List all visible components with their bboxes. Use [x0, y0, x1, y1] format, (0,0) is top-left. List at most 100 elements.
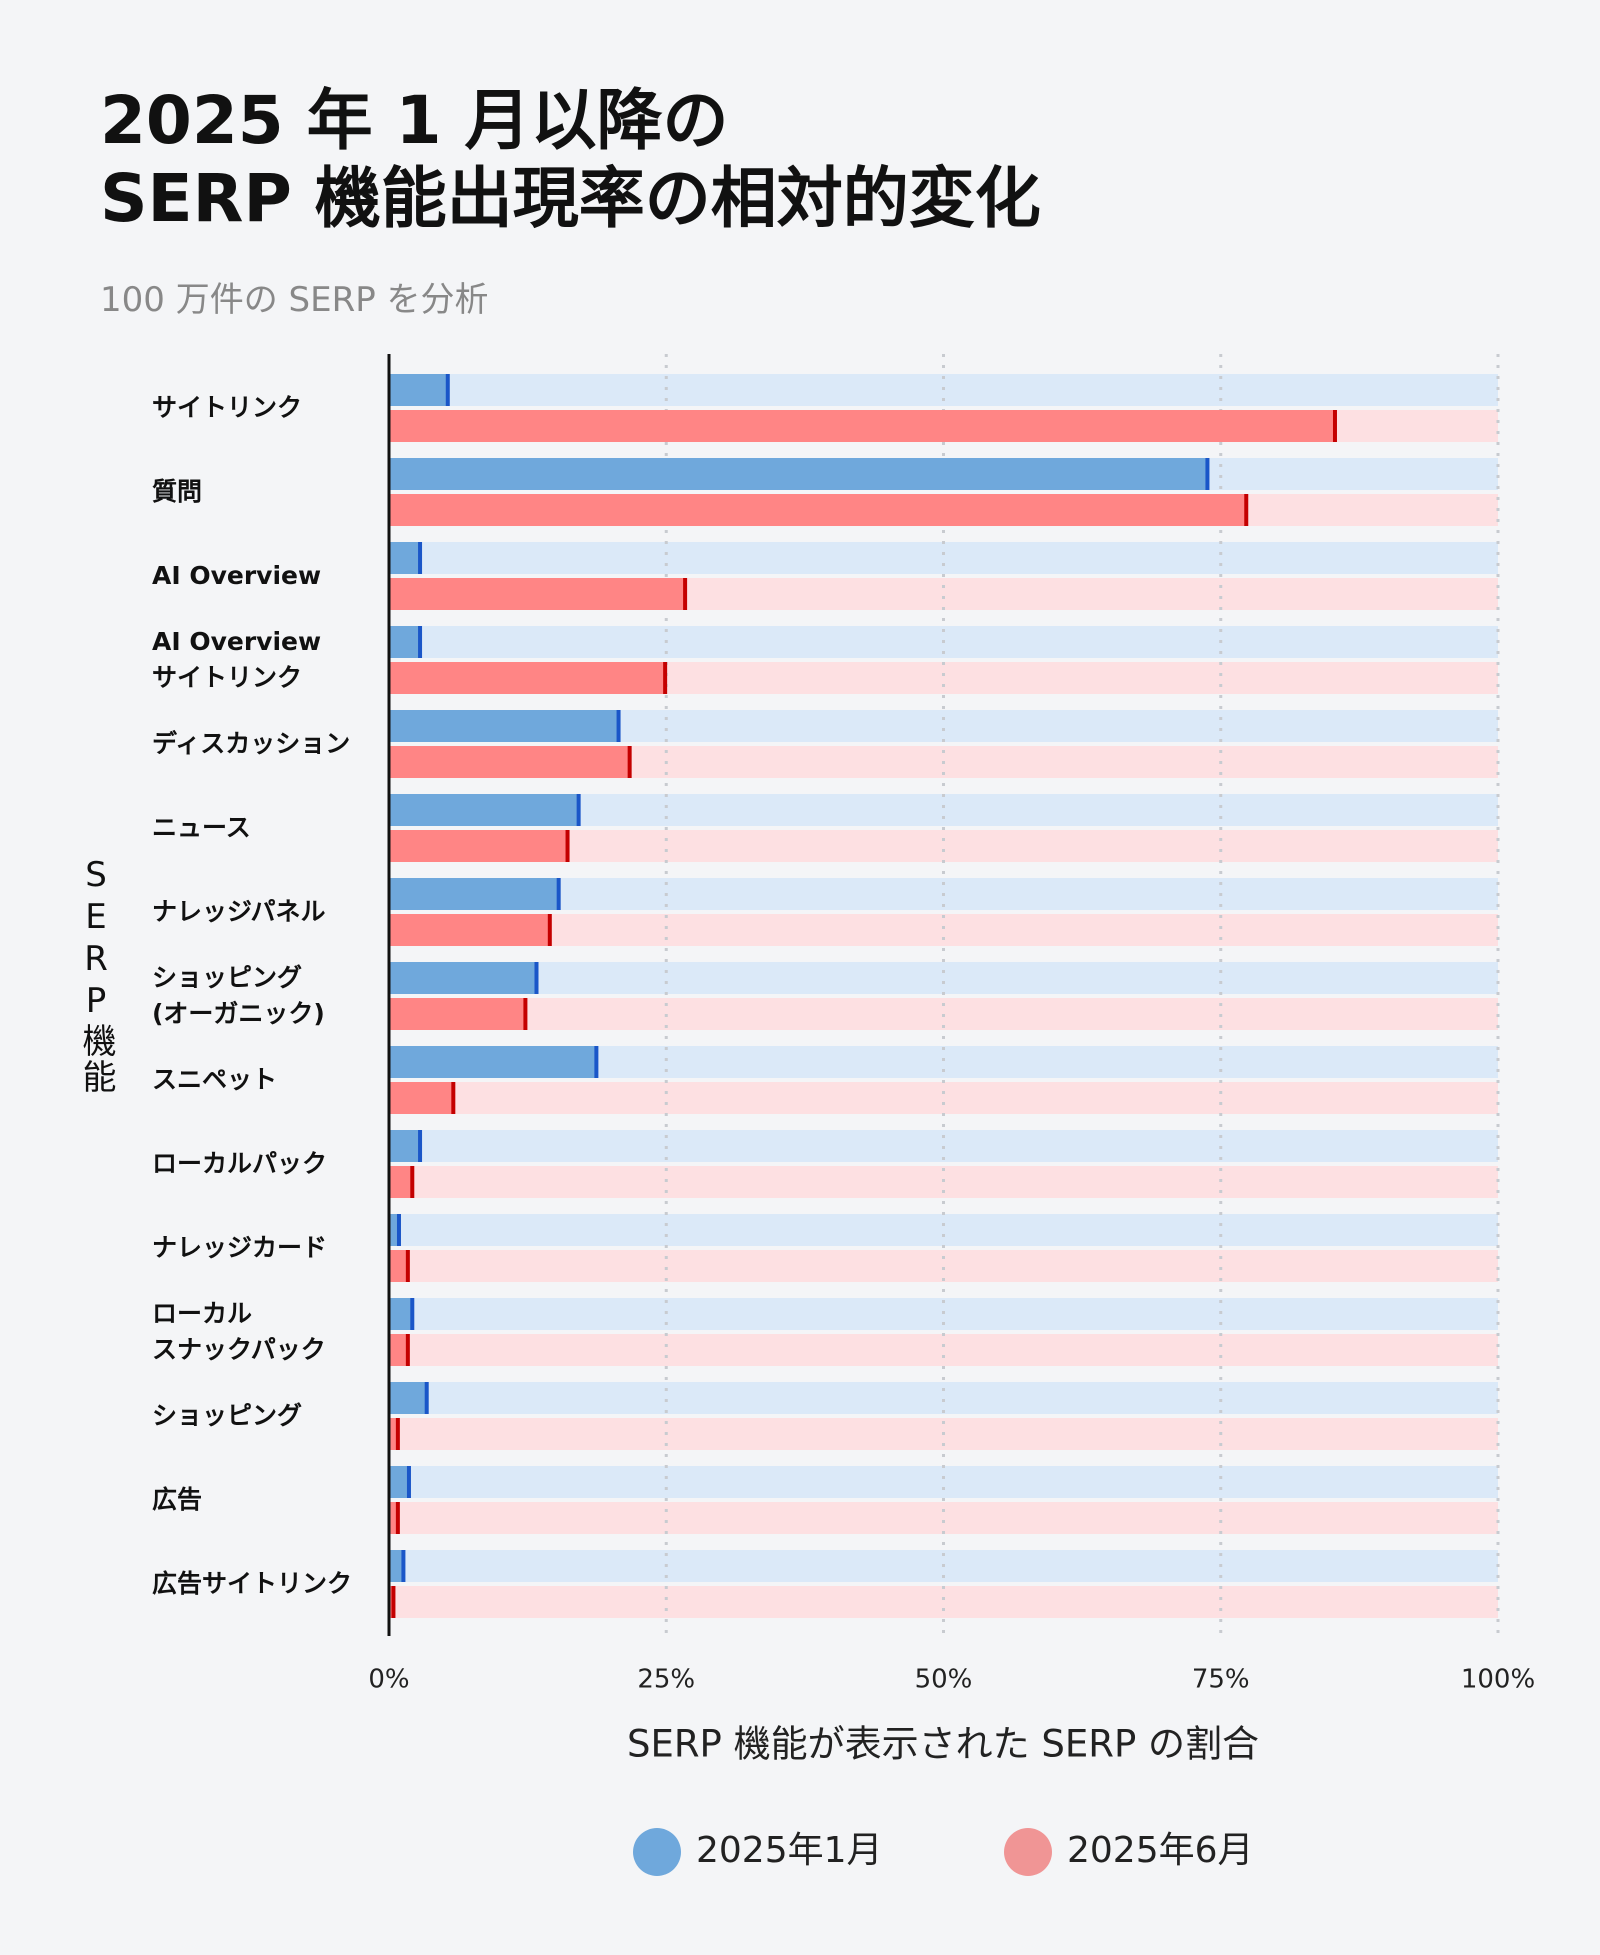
bar-end-marker: [534, 962, 539, 994]
bar: [389, 626, 421, 658]
bar: [389, 830, 568, 862]
bar: [389, 1166, 413, 1198]
bar: [389, 374, 448, 406]
bar-end-marker: [396, 1214, 401, 1246]
bar-end-marker: [616, 710, 621, 742]
legend-swatch: [633, 1828, 681, 1876]
y-tick-label: AI Overview: [152, 561, 322, 590]
y-tick-label: 広告サイトリンク: [152, 1569, 353, 1598]
y-tick-label: ニュース: [152, 813, 251, 842]
bar-end-marker: [395, 1502, 400, 1534]
y-tick-label: ナレッジカード: [152, 1233, 328, 1262]
bar-end-marker: [451, 1082, 456, 1114]
y-tick-label: ローカルパック: [152, 1149, 328, 1178]
x-axis-title: SERP 機能が表示された SERP の割合: [627, 1723, 1259, 1766]
bar: [389, 1214, 399, 1246]
bar-end-marker: [1205, 458, 1210, 490]
bar-end-marker: [547, 914, 552, 946]
bar-end-marker: [683, 578, 688, 610]
y-axis-title: SERP機能: [76, 855, 116, 1095]
bar-end-marker: [410, 1166, 415, 1198]
chart-title: 2025 年 1 月以降の SERP 機能出現率の相対的変化: [100, 82, 1041, 237]
y-tick-label: スニペット: [152, 1065, 278, 1094]
bar: [389, 1382, 427, 1414]
y-tick-label: AI Overview サイトリンク: [152, 627, 322, 692]
bar-end-marker: [1244, 494, 1249, 526]
y-tick-label: ショッピング (オーガニック): [152, 963, 325, 1028]
bar: [389, 914, 550, 946]
bar: [389, 1334, 408, 1366]
bar-end-marker: [424, 1382, 429, 1414]
y-tick-label: 広告: [152, 1485, 203, 1514]
bar-end-marker: [395, 1418, 400, 1450]
bar: [389, 542, 421, 574]
bar: [389, 1550, 404, 1582]
y-tick-label: ローカル スナックパック: [152, 1299, 326, 1364]
bar: [389, 962, 537, 994]
bar: [389, 1586, 394, 1618]
bar-end-marker: [627, 746, 632, 778]
bar-end-marker: [556, 878, 561, 910]
bar-track: [389, 1466, 1498, 1498]
y-tick-label: ディスカッション: [152, 729, 351, 758]
bar: [389, 662, 666, 694]
bar-end-marker: [418, 1130, 423, 1162]
bar-track: [389, 1586, 1498, 1618]
bar: [389, 794, 579, 826]
bar-end-marker: [405, 1334, 410, 1366]
bar-end-marker: [401, 1550, 406, 1582]
bar: [389, 494, 1247, 526]
bar: [389, 1298, 413, 1330]
bar-end-marker: [418, 542, 423, 574]
bar: [389, 746, 630, 778]
bar-track: [389, 914, 1498, 946]
bar: [389, 878, 559, 910]
bar: [389, 1502, 398, 1534]
bar-end-marker: [663, 662, 668, 694]
x-tick-label: 0%: [368, 1665, 409, 1695]
bar-track: [389, 1334, 1498, 1366]
legend-swatch: [1004, 1828, 1052, 1876]
y-tick-label: 質問: [152, 477, 203, 506]
bar-track: [389, 1214, 1498, 1246]
bar-track: [389, 542, 1498, 574]
chart-subtitle: 100 万件の SERP を分析: [100, 280, 489, 320]
bar: [389, 1046, 597, 1078]
bar-track: [389, 1082, 1498, 1114]
bar: [389, 578, 686, 610]
bar-track: [389, 962, 1498, 994]
bar: [389, 1082, 454, 1114]
bar-end-marker: [418, 626, 423, 658]
bar-track: [389, 1250, 1498, 1282]
bar-end-marker: [565, 830, 570, 862]
y-tick-label: ショッピング: [152, 1401, 303, 1430]
x-tick-label: 75%: [1192, 1665, 1250, 1695]
bar-track: [389, 1382, 1498, 1414]
bar-track: [389, 830, 1498, 862]
bar-end-marker: [406, 1466, 411, 1498]
x-tick-label: 100%: [1461, 1665, 1535, 1695]
bar-track: [389, 1502, 1498, 1534]
bar: [389, 710, 619, 742]
bar-end-marker: [445, 374, 450, 406]
bar-end-marker: [1332, 410, 1337, 442]
x-tick-label: 25%: [637, 1665, 695, 1695]
x-tick-label: 50%: [915, 1665, 973, 1695]
bar: [389, 1466, 409, 1498]
bar-end-marker: [576, 794, 581, 826]
bar-end-marker: [405, 1250, 410, 1282]
bar: [389, 410, 1335, 442]
y-tick-label: ナレッジパネル: [152, 897, 326, 926]
bar: [389, 458, 1208, 490]
y-tick-label: サイトリンク: [152, 393, 303, 422]
bar: [389, 1130, 421, 1162]
bar-end-marker: [410, 1298, 415, 1330]
bar: [389, 998, 526, 1030]
bar: [389, 1250, 408, 1282]
bar-end-marker: [523, 998, 528, 1030]
bar-end-marker: [594, 1046, 599, 1078]
legend-label: 2025年1月: [696, 1830, 883, 1871]
legend-label: 2025年6月: [1067, 1830, 1254, 1871]
